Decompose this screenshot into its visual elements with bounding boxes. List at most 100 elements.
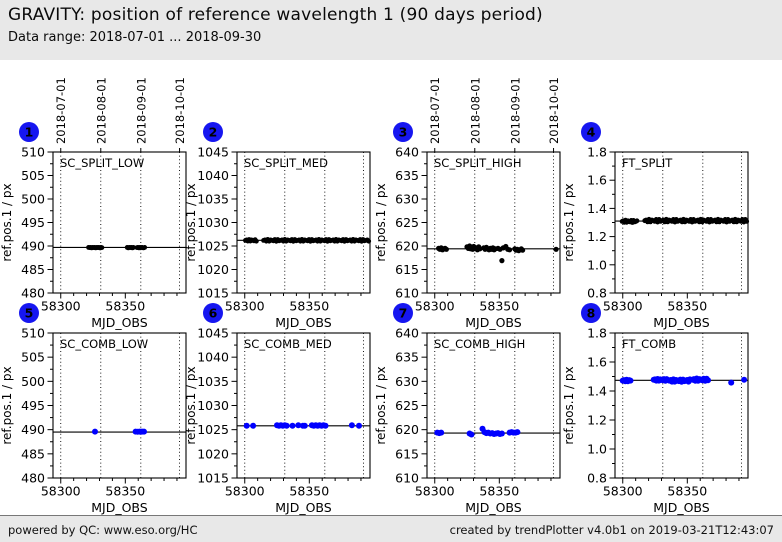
plot-frame: [236, 332, 371, 479]
badge-circle: [393, 122, 413, 142]
y-tick-label: 1.4: [587, 201, 607, 216]
subplot-badge: 2: [203, 122, 223, 142]
data-points: [436, 243, 559, 264]
x-axis-label: MJD_OBS: [275, 500, 332, 515]
y-tick-label: 610: [395, 286, 419, 301]
panel-label: SC_COMB_HIGH: [434, 337, 525, 351]
y-tick-label: 1040: [197, 350, 229, 365]
data-points: [434, 425, 521, 438]
x-tick-label: 58350: [105, 299, 145, 314]
y-tick-label: 1.2: [587, 229, 607, 244]
y-tick-label: 1025: [197, 422, 229, 437]
y-tick-label: 1.2: [587, 413, 607, 428]
y-tick-label: 0.8: [587, 471, 607, 486]
subplot-sc-comb-med: 58300 58350MJD_OBS10151020102510301035104…: [184, 303, 371, 515]
y-tick-label: 485: [21, 262, 45, 277]
badge-number: 2: [209, 124, 218, 139]
x-tick-label: 58350: [289, 484, 329, 499]
y-axis-label: ref.pos.1 / px: [0, 366, 14, 444]
plot-frame: [426, 332, 561, 479]
x-tick-label: 58350: [667, 484, 707, 499]
y-tick-label: 1035: [197, 374, 229, 389]
y-axis-label: ref.pos.1 / px: [0, 183, 14, 261]
x-tick-label: 58300: [225, 484, 265, 499]
panel-label: SC_SPLIT_HIGH: [434, 156, 522, 170]
y-tick-label: 1.8: [587, 326, 607, 341]
badge-circle: [19, 303, 39, 323]
x-tick-label: 58300: [415, 299, 455, 314]
footer-powered-by: powered by QC: www.eso.org/HC: [8, 523, 198, 537]
y-axis-label: ref.pos.1 / px: [562, 183, 576, 261]
x-axis-label: MJD_OBS: [465, 500, 522, 515]
date-label: 2018-10-01: [547, 77, 561, 144]
subplot-sc-comb-low: 58300 58350MJD_OBS480485490495500505510re…: [0, 303, 187, 515]
y-axis-label: ref.pos.1 / px: [374, 366, 388, 444]
y-tick-label: 480: [21, 471, 45, 486]
y-tick-label: 620: [395, 422, 419, 437]
badge-number: 7: [399, 305, 408, 320]
data-points: [243, 422, 362, 429]
panel-label: SC_COMB_MED: [244, 337, 332, 351]
panel-label: SC_SPLIT_MED: [244, 156, 328, 170]
x-axis-label: MJD_OBS: [653, 500, 710, 515]
date-label: 2018-10-01: [173, 77, 187, 144]
y-tick-label: 510: [21, 326, 45, 341]
plot-frame: [614, 332, 749, 479]
x-tick-label: 58350: [479, 299, 519, 314]
subplot-badge: 7: [393, 303, 413, 323]
y-tick-label: 640: [395, 145, 419, 160]
data-points: [619, 216, 750, 225]
plot-frame: [426, 151, 561, 294]
badge-number: 4: [587, 124, 596, 139]
subplot-sc-comb-high: 58300 58350MJD_OBS610615620625630635640re…: [374, 303, 561, 515]
y-axis-label: ref.pos.1 / px: [562, 366, 576, 444]
date-label: 2018-07-01: [428, 77, 442, 144]
date-label: 2018-09-01: [508, 77, 522, 144]
x-tick-label: 58300: [415, 484, 455, 499]
y-tick-label: 1.6: [587, 355, 607, 370]
y-tick-label: 1025: [197, 239, 229, 254]
badge-circle: [581, 122, 601, 142]
y-tick-label: 505: [21, 350, 45, 365]
badge-number: 3: [399, 124, 408, 139]
y-tick-label: 500: [21, 374, 45, 389]
data-points: [86, 245, 148, 251]
y-tick-label: 500: [21, 192, 45, 207]
y-tick-label: 1035: [197, 192, 229, 207]
x-tick-label: 58350: [479, 484, 519, 499]
badge-circle: [203, 122, 223, 142]
badge-number: 5: [25, 305, 34, 320]
x-tick-label: 58300: [603, 484, 643, 499]
plot-frame: [52, 151, 187, 294]
data-range-subtitle: Data range: 2018-07-01 ... 2018-09-30: [8, 30, 262, 45]
plots-area: 58300 58350 MJD_OBS 480 485 490 495 500 505 510 re…: [0, 60, 782, 515]
panel-label: FT_COMB: [622, 337, 676, 351]
data-points: [619, 375, 748, 386]
x-axis-label: MJD_OBS: [275, 315, 332, 330]
y-tick-label: 490: [21, 422, 45, 437]
y-tick-label: 625: [395, 398, 419, 413]
plots-svg: 58300 58350MJD_OBS480485490495500505510re…: [0, 77, 750, 515]
y-tick-label: 1040: [197, 168, 229, 183]
subplot-badge: 6: [203, 303, 223, 323]
y-axis-label: ref.pos.1 / px: [184, 183, 198, 261]
y-tick-label: 1030: [197, 398, 229, 413]
page-title: GRAVITY: position of reference wavelengt…: [8, 5, 543, 25]
y-tick-label: 635: [395, 350, 419, 365]
date-label: 2018-08-01: [94, 77, 108, 144]
plot-frame: [52, 332, 187, 479]
x-tick-label: 58300: [41, 299, 81, 314]
badge-number: 1: [25, 124, 34, 139]
y-tick-label: 1015: [197, 471, 229, 486]
y-tick-label: 1.0: [587, 442, 607, 457]
y-tick-label: 505: [21, 168, 45, 183]
y-tick-label: 1015: [197, 286, 229, 301]
subplot-badge: 8: [581, 303, 601, 323]
y-tick-label: 610: [395, 471, 419, 486]
y-tick-label: 1045: [197, 145, 229, 160]
subplot-badge: 4: [581, 122, 601, 142]
badge-circle: [19, 122, 39, 142]
